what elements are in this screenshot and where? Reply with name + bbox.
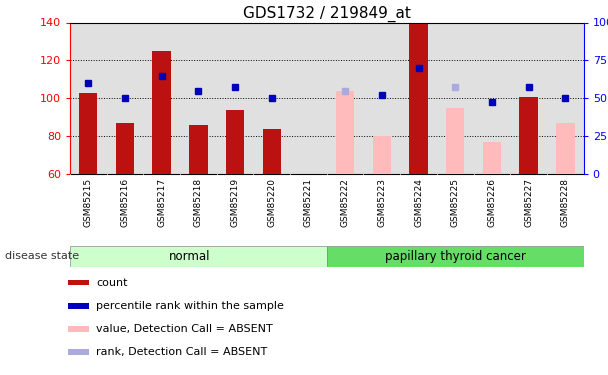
Text: GSM85218: GSM85218 xyxy=(194,178,203,227)
Text: GSM85221: GSM85221 xyxy=(304,178,313,227)
Bar xyxy=(68,280,89,285)
Bar xyxy=(556,123,575,174)
Text: count: count xyxy=(97,278,128,288)
Text: GSM85226: GSM85226 xyxy=(488,178,497,227)
Text: GSM85223: GSM85223 xyxy=(378,178,386,227)
Bar xyxy=(446,108,465,174)
Bar xyxy=(409,24,427,174)
Text: percentile rank within the sample: percentile rank within the sample xyxy=(97,301,285,311)
Text: GSM85216: GSM85216 xyxy=(120,178,130,227)
Text: GSM85219: GSM85219 xyxy=(230,178,240,227)
Text: GSM85217: GSM85217 xyxy=(157,178,166,227)
Bar xyxy=(263,129,281,174)
Text: GSM85220: GSM85220 xyxy=(268,178,276,227)
Text: GSM85222: GSM85222 xyxy=(340,178,350,227)
Title: GDS1732 / 219849_at: GDS1732 / 219849_at xyxy=(243,6,411,22)
Text: GSM85225: GSM85225 xyxy=(451,178,460,227)
Text: normal: normal xyxy=(168,250,210,263)
Bar xyxy=(189,125,207,174)
Bar xyxy=(68,326,89,332)
Bar xyxy=(327,246,584,267)
Bar xyxy=(116,123,134,174)
Bar xyxy=(373,136,391,174)
Bar xyxy=(70,246,327,267)
Text: GSM85215: GSM85215 xyxy=(84,178,93,227)
Bar xyxy=(68,303,89,309)
Text: value, Detection Call = ABSENT: value, Detection Call = ABSENT xyxy=(97,324,273,334)
Text: GSM85224: GSM85224 xyxy=(414,178,423,227)
Text: disease state: disease state xyxy=(5,251,79,261)
Bar xyxy=(153,51,171,174)
Bar xyxy=(336,91,354,174)
Bar xyxy=(519,96,538,174)
Text: GSM85227: GSM85227 xyxy=(524,178,533,227)
Bar xyxy=(79,93,97,174)
Text: GSM85228: GSM85228 xyxy=(561,178,570,227)
Bar xyxy=(226,110,244,174)
Text: rank, Detection Call = ABSENT: rank, Detection Call = ABSENT xyxy=(97,347,268,357)
Bar xyxy=(68,349,89,355)
Text: papillary thyroid cancer: papillary thyroid cancer xyxy=(385,250,526,263)
Bar xyxy=(483,142,501,174)
